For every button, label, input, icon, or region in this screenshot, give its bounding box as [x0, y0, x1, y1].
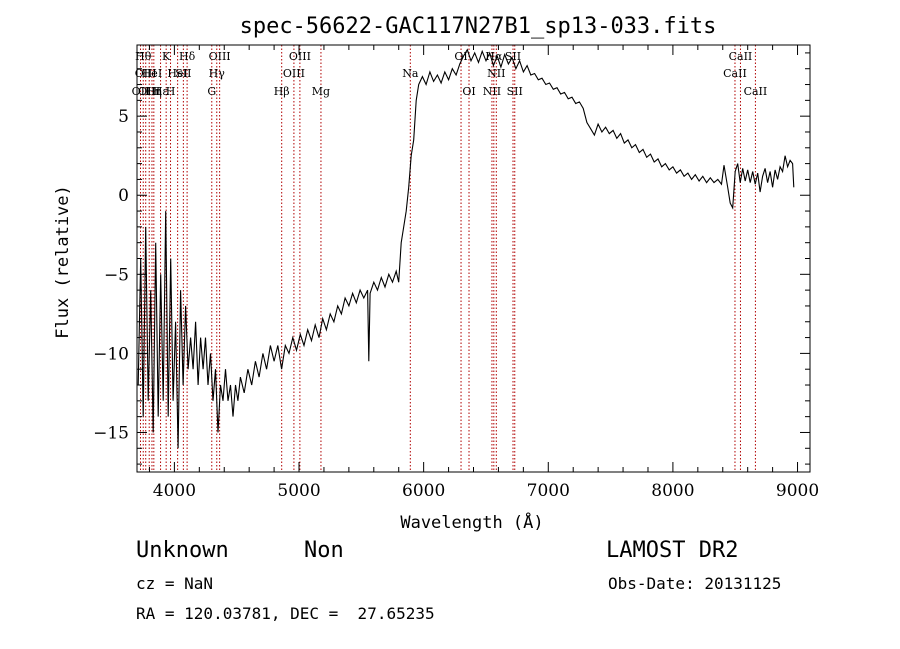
reference-line-label-27: CaII	[723, 67, 747, 80]
reference-line-label-13: Hγ	[209, 67, 226, 80]
y-tick-label-3: 0	[118, 186, 129, 206]
x-axis-ticks: 4000 5000 6000 7000 8000 9000	[148, 45, 819, 501]
plot-frame	[136, 44, 811, 473]
reference-line-label-26: SII	[507, 85, 523, 98]
x-tick-label-2: 6000	[402, 481, 445, 501]
reference-line-label-28: CaII	[729, 50, 753, 63]
reference-line-label-17: OIII	[289, 50, 311, 63]
reference-line-label-19: Na	[402, 67, 419, 80]
y-tick-label-0: −15	[93, 423, 129, 443]
x-tick-label-0: 4000	[153, 481, 196, 501]
reference-line-label-29: CaII	[744, 85, 768, 98]
x-tick-label-5: 9000	[776, 481, 819, 501]
x-tick-label-1: 5000	[277, 481, 320, 501]
reference-line-label-20: OI	[454, 50, 467, 63]
reference-line-label-18: Mg	[312, 85, 330, 98]
reference-line-label-1: Hθ	[135, 50, 152, 63]
reference-line-label-21: OI	[462, 85, 475, 98]
observation-date: Obs-Date: 20131125	[608, 574, 782, 593]
reference-line-label-6: Hε	[153, 85, 169, 98]
reference-line-labels: OIIHθOIIIOIIIHeIHηHεKHHeISIIHδGHγOIIIHβO…	[132, 50, 768, 98]
reference-line-label-11: Hδ	[179, 50, 196, 63]
y-axis-ticks: −15 −10 −5 0 5	[93, 52, 810, 465]
reference-line-label-3: OIII	[138, 85, 160, 98]
reference-line-label-7: K	[162, 50, 171, 63]
reference-line-label-10: SII	[175, 67, 191, 80]
reference-line-label-0: OII	[132, 85, 150, 98]
reference-line-label-25: SII	[505, 50, 521, 63]
y-tick-label-1: −10	[93, 344, 129, 364]
reference-line-label-24: NII	[487, 67, 505, 80]
reference-line-label-8: H	[166, 85, 176, 98]
reference-line-label-22: NII	[483, 85, 501, 98]
survey-name: LAMOST DR2	[606, 538, 739, 563]
reference-line-label-14: OIII	[209, 50, 231, 63]
object-subclass: Non	[304, 538, 344, 563]
reference-line-label-9: HeI	[167, 67, 187, 80]
reference-line-label-5: Hη	[146, 85, 162, 98]
chart-title: spec-56622-GAC117N27B1_sp13-033.fits	[240, 14, 717, 39]
reference-line-label-15: Hβ	[274, 85, 290, 98]
spectrum-line	[137, 48, 795, 449]
reference-line-label-16: OIII	[283, 67, 305, 80]
y-tick-label-2: −5	[104, 265, 129, 285]
x-tick-label-3: 7000	[527, 481, 570, 501]
redshift-cz: cz = NaN	[136, 574, 214, 593]
reference-line-label-12: G	[207, 85, 216, 98]
x-tick-label-4: 8000	[651, 481, 694, 501]
x-axis-label: Wavelength (Å)	[400, 511, 543, 533]
reference-line-label-4: HeI	[142, 67, 162, 80]
reference-line-label-2: OIII	[135, 67, 157, 80]
coordinates: RA = 120.03781, DEC = 27.65235	[136, 604, 435, 623]
object-class: Unknown	[136, 538, 229, 563]
y-tick-label-4: 5	[118, 107, 129, 127]
y-axis-label: Flux (relative)	[53, 185, 73, 339]
